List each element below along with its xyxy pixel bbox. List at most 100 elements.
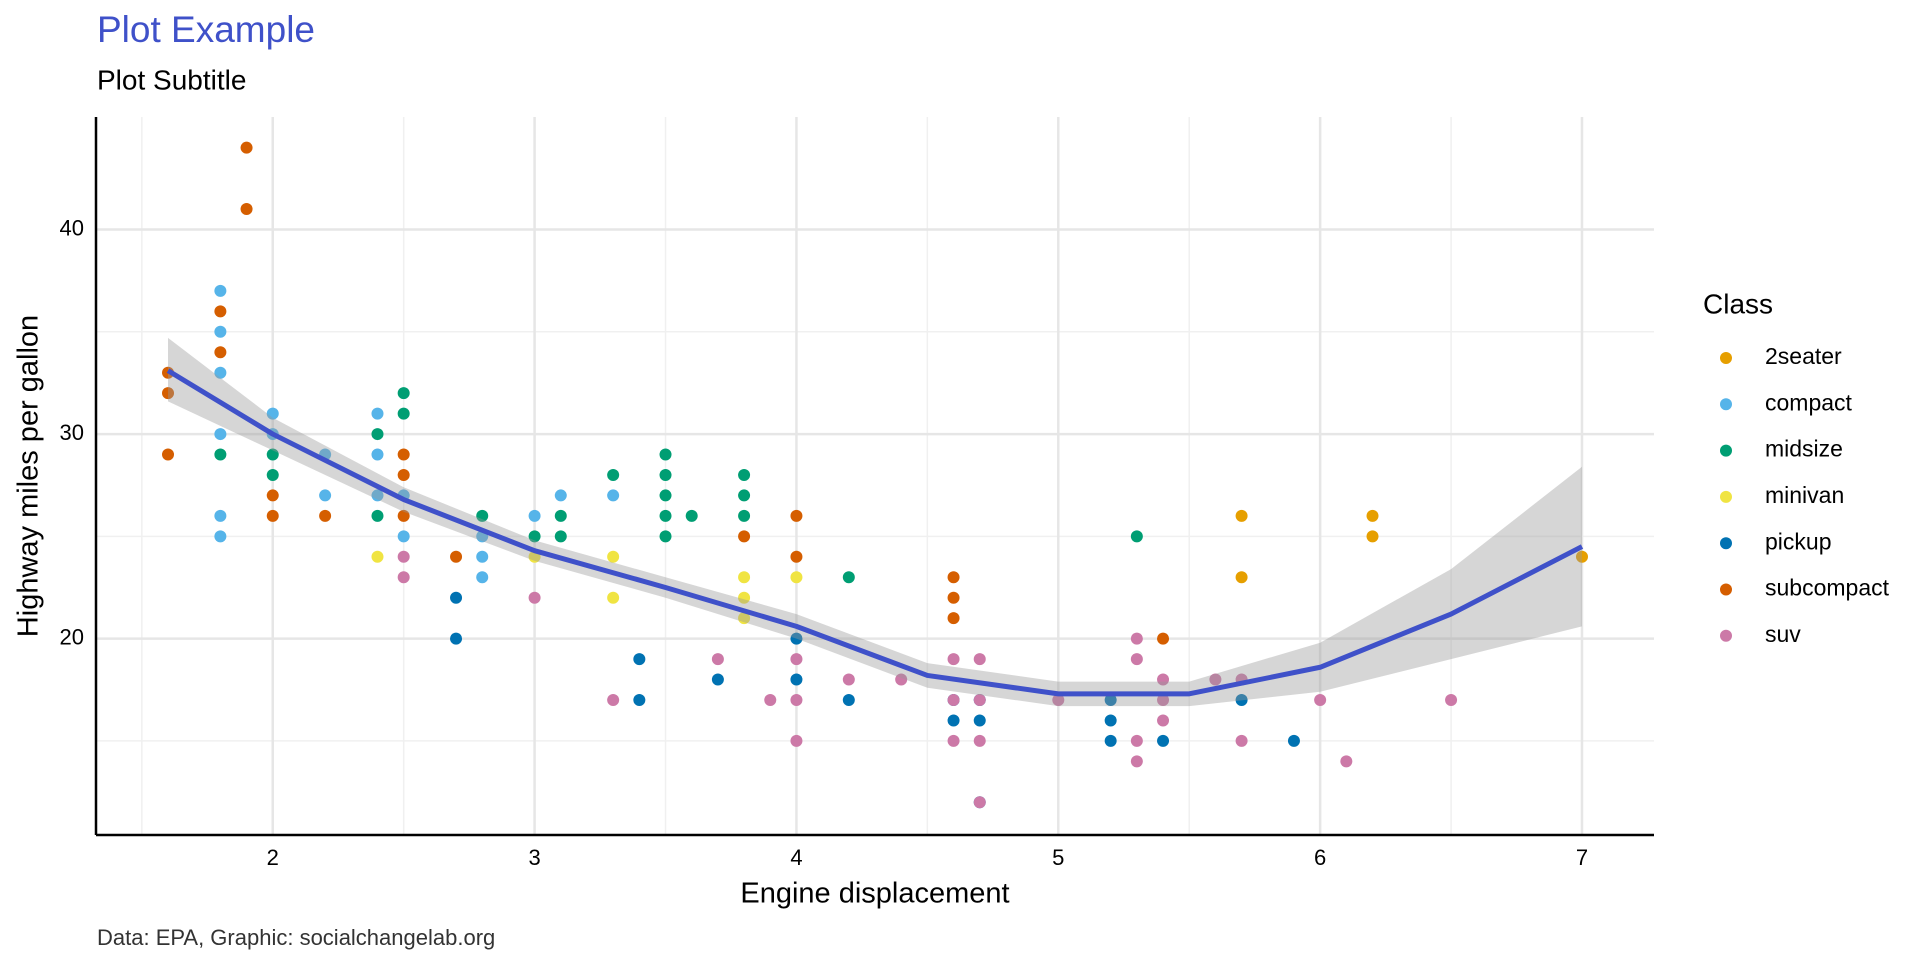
point — [1052, 693, 1065, 706]
point — [1235, 571, 1248, 584]
point — [214, 325, 227, 338]
point — [842, 673, 855, 686]
point — [1314, 693, 1327, 706]
point — [240, 141, 253, 154]
point — [476, 509, 489, 522]
point — [1130, 755, 1143, 768]
point — [319, 489, 332, 502]
point — [790, 509, 803, 522]
point — [371, 428, 384, 441]
point — [528, 509, 541, 522]
chart-title: Plot Example — [97, 9, 315, 50]
point — [1157, 693, 1170, 706]
point — [266, 468, 279, 481]
point — [685, 509, 698, 522]
point — [214, 284, 227, 297]
point — [973, 796, 986, 809]
point — [162, 387, 175, 400]
point — [895, 673, 908, 686]
point — [214, 428, 227, 441]
point — [528, 530, 541, 543]
point — [947, 612, 960, 625]
point — [790, 632, 803, 645]
point — [476, 550, 489, 563]
point — [738, 468, 751, 481]
point — [947, 734, 960, 747]
caption: Data: EPA, Graphic: socialchangelab.org — [97, 925, 495, 950]
point — [659, 489, 672, 502]
point — [1209, 673, 1222, 686]
point — [1104, 714, 1117, 727]
point — [240, 203, 253, 216]
legend-swatch — [1720, 583, 1732, 596]
y-tick-label: 20 — [60, 624, 84, 649]
point — [266, 489, 279, 502]
point — [371, 509, 384, 522]
point — [973, 693, 986, 706]
point — [659, 509, 672, 522]
point — [659, 468, 672, 481]
legend-label: pickup — [1765, 528, 1831, 554]
point — [1235, 734, 1248, 747]
point — [266, 407, 279, 420]
point — [1130, 530, 1143, 543]
point — [371, 550, 384, 563]
legend-swatch — [1720, 490, 1732, 503]
point — [659, 448, 672, 461]
legend-title: Class — [1703, 288, 1773, 319]
point — [1575, 550, 1588, 563]
point — [266, 448, 279, 461]
chart-subtitle: Plot Subtitle — [97, 64, 246, 95]
point — [554, 509, 567, 522]
x-axis-title: Engine displacement — [740, 878, 1009, 910]
legend-swatch — [1720, 352, 1732, 364]
point — [397, 468, 410, 481]
legend-label: compact — [1765, 389, 1853, 415]
x-tick-label: 2 — [267, 845, 279, 870]
point — [214, 448, 227, 461]
point — [947, 571, 960, 584]
x-tick-label: 3 — [528, 845, 540, 870]
point — [214, 346, 227, 359]
y-tick-label: 40 — [60, 215, 84, 240]
point — [1366, 509, 1379, 522]
point — [947, 653, 960, 666]
point — [607, 591, 620, 604]
point — [450, 591, 463, 604]
point — [1366, 530, 1379, 543]
legend-label: subcompact — [1765, 575, 1890, 601]
point — [973, 714, 986, 727]
point — [450, 632, 463, 645]
point — [397, 550, 410, 563]
point — [1104, 693, 1117, 706]
point — [790, 693, 803, 706]
point — [711, 673, 724, 686]
x-tick-label: 6 — [1314, 845, 1326, 870]
point — [947, 693, 960, 706]
point — [214, 530, 227, 543]
point — [633, 693, 646, 706]
point — [1157, 632, 1170, 645]
point — [842, 571, 855, 584]
point — [371, 489, 384, 502]
point — [659, 530, 672, 543]
point — [738, 571, 751, 584]
point — [1157, 673, 1170, 686]
legend-swatch — [1720, 398, 1732, 411]
point — [790, 571, 803, 584]
point — [397, 571, 410, 584]
point — [214, 305, 227, 318]
point — [973, 653, 986, 666]
y-tick-label: 30 — [60, 420, 84, 445]
point — [790, 550, 803, 563]
point — [790, 653, 803, 666]
point — [371, 407, 384, 420]
point — [397, 530, 410, 543]
x-tick-label: 7 — [1576, 845, 1588, 870]
point — [266, 509, 279, 522]
point — [1157, 734, 1170, 747]
legend-label: 2seater — [1765, 343, 1842, 369]
legend-swatch — [1720, 537, 1732, 550]
point — [450, 550, 463, 563]
legend-label: midsize — [1765, 436, 1843, 462]
